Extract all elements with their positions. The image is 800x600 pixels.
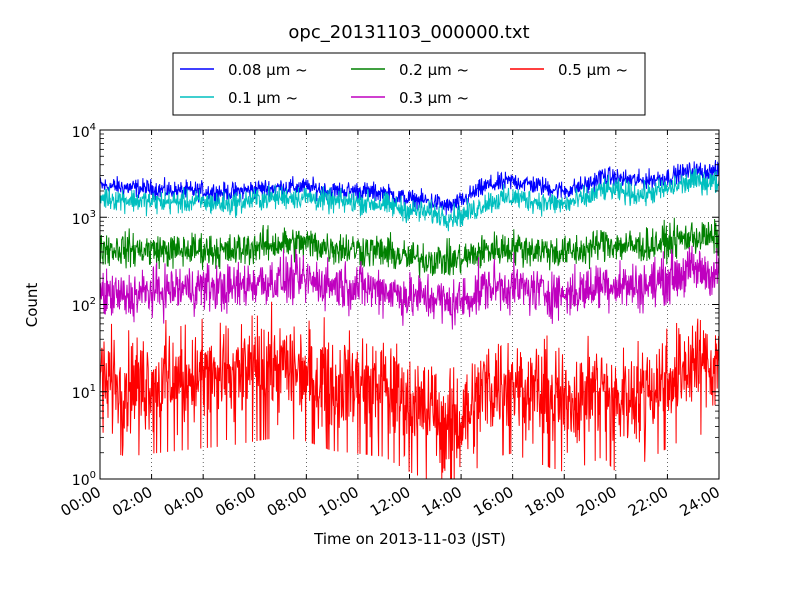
y-axis-label: Count: [23, 283, 41, 328]
x-tick-label: 12:00: [367, 483, 413, 520]
legend-box: [172, 52, 646, 116]
legend-label-3: 0.3 μm ~: [399, 89, 469, 107]
x-tick-label: 02:00: [109, 483, 155, 520]
series-4: [99, 301, 720, 480]
x-tick-label: 24:00: [677, 483, 723, 520]
y-tick-label-2: 102: [72, 296, 96, 315]
y-tick-label-1: 101: [72, 383, 96, 402]
legend-entry-2: 0.2 μm ~: [351, 61, 469, 79]
series-line-3: [99, 245, 720, 330]
series-line-2: [99, 217, 720, 279]
series-3: [99, 245, 720, 330]
x-tick-label: 16:00: [470, 483, 516, 520]
x-tick-labels: 00:00 02:00 04:00 06:00 08:00 10:00 12:00 14:00…: [58, 483, 723, 520]
y-tick-label-3: 103: [72, 209, 96, 228]
x-tick-label: 08:00: [264, 483, 310, 520]
plot-area: [99, 129, 720, 480]
x-tick-label: 06:00: [212, 483, 258, 520]
series-2: [99, 217, 720, 279]
x-tick-label: 10:00: [315, 483, 361, 520]
series-layer: [99, 159, 720, 480]
ticks: [99, 129, 720, 480]
legend-label-4: 0.5 μm ~: [558, 61, 628, 79]
legend-entry-4: 0.5 μm ~: [510, 61, 628, 79]
x-tick-label: 20:00: [573, 483, 619, 520]
chart-title: opc_20131103_000000.txt: [288, 22, 529, 43]
legend: 0.08 μm ~ 0.1 μm ~ 0.2 μm ~ 0.3 μm ~ 0.5…: [172, 52, 646, 116]
series-1: [99, 168, 720, 232]
x-tick-label: 04:00: [161, 483, 207, 520]
legend-label-2: 0.2 μm ~: [399, 61, 469, 79]
x-tick-label: 22:00: [625, 483, 671, 520]
x-tick-label: 18:00: [522, 483, 568, 520]
y-tick-label-4: 104: [72, 122, 96, 141]
legend-entry-0: 0.08 μm ~: [180, 61, 308, 79]
y-tick-labels: 100 101 102 103 104: [72, 122, 96, 489]
y-tick-label-0: 100: [72, 470, 96, 489]
series-line-4: [99, 301, 720, 480]
x-axis-label: Time on 2013-11-03 (JST): [313, 530, 506, 548]
series-line-1: [99, 168, 720, 232]
x-tick-label: 14:00: [419, 483, 465, 520]
legend-entry-3: 0.3 μm ~: [351, 89, 469, 107]
legend-label-0: 0.08 μm ~: [228, 61, 308, 79]
legend-entry-1: 0.1 μm ~: [180, 89, 298, 107]
legend-label-1: 0.1 μm ~: [228, 89, 298, 107]
